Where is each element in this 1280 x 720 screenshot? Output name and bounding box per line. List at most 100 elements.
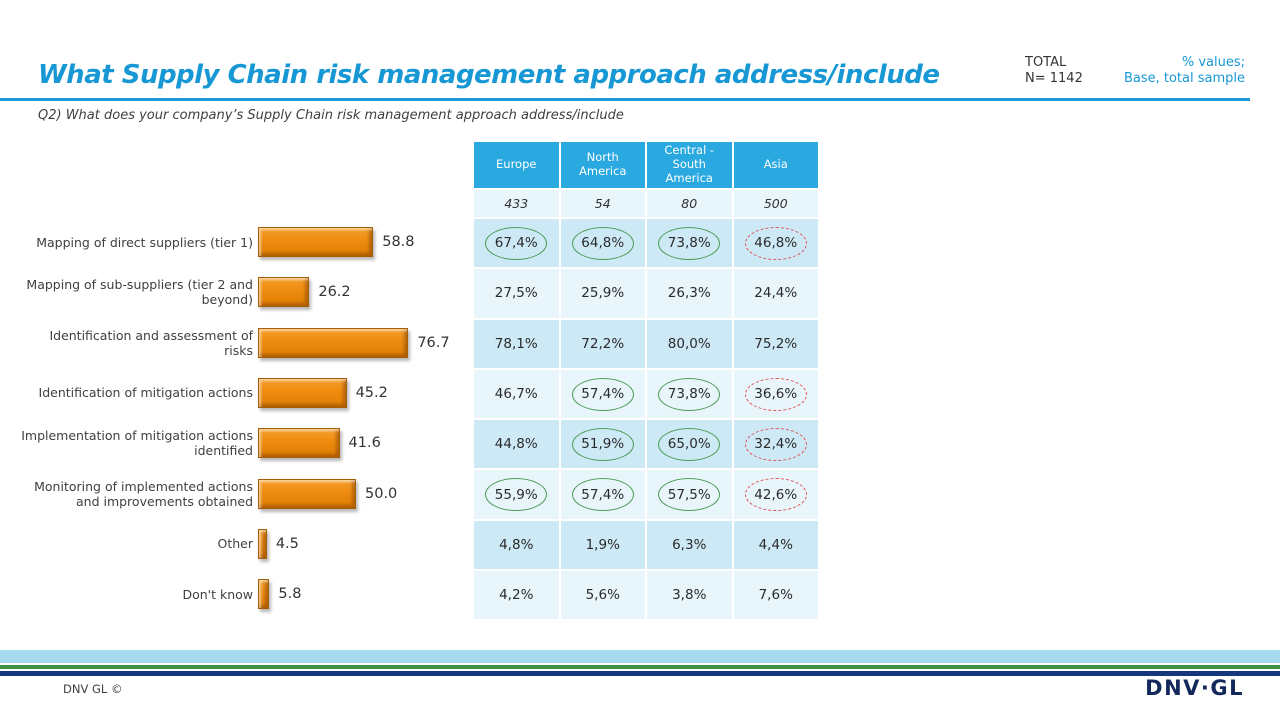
- table-cell: 75,2%: [733, 319, 818, 368]
- total-sample-block: TOTAL N= 1142: [1025, 55, 1115, 88]
- cell-value: 7,6%: [758, 587, 793, 604]
- table-column-header: Asia: [733, 142, 818, 188]
- bar-category-label: Don't know: [182, 586, 253, 602]
- highlight-circle-green: 57,5%: [658, 478, 721, 512]
- table-cell: 27,5%: [474, 269, 559, 318]
- cell-value: 4,8%: [499, 536, 534, 553]
- table-cell: 26,3%: [647, 269, 732, 318]
- footer-stripe-green: [0, 665, 1280, 669]
- bar: [258, 478, 356, 509]
- bar-category-label: Identification and assessment of risks: [49, 327, 253, 358]
- table-column-header: North America: [560, 142, 645, 188]
- table-cell: 57,4%: [560, 470, 645, 519]
- bar: [258, 428, 340, 459]
- bar-value-label: 76.7: [417, 334, 450, 351]
- table-base-value: 433: [474, 190, 559, 217]
- note-line-1: % values;: [1181, 55, 1245, 70]
- title-underline: [0, 98, 1250, 101]
- highlight-circle-green: 57,4%: [571, 377, 634, 411]
- table-cell: 36,6%: [733, 369, 818, 419]
- footer-stripe-lightblue: [0, 650, 1280, 663]
- table-cell: 4,2%: [474, 571, 559, 620]
- cell-value: 3,8%: [672, 587, 707, 604]
- values-note-block: % values; Base, total sample: [1095, 55, 1245, 88]
- cell-value: 72,2%: [581, 335, 625, 352]
- chart-row: Identification and assessment of risks 76…: [20, 318, 450, 368]
- bar-category-label: Implementation of mitigation actions ide…: [21, 428, 253, 459]
- cell-value: 27,5%: [494, 285, 538, 302]
- table-base-value: 54: [560, 190, 645, 217]
- table-cell: 25,9%: [560, 269, 645, 318]
- table-column-header: Europe: [474, 142, 559, 188]
- cell-value: 6,3%: [672, 536, 707, 553]
- bar: [258, 327, 409, 358]
- table-cell: 5,6%: [560, 571, 645, 620]
- highlight-circle-red: 46,8%: [744, 226, 807, 260]
- table-cell: 6,3%: [647, 520, 732, 570]
- table-cell: 57,5%: [647, 470, 732, 519]
- cell-value: 78,1%: [494, 335, 538, 352]
- bar-category-label: Mapping of sub-suppliers (tier 2 and bey…: [26, 277, 253, 308]
- cell-value: 5,6%: [585, 587, 620, 604]
- table-cell: 65,0%: [647, 420, 732, 469]
- table-cell: 42,6%: [733, 470, 818, 519]
- table-column-header: Central - South America: [647, 142, 732, 188]
- table-cell: 46,7%: [474, 369, 559, 419]
- bar: [258, 277, 310, 308]
- bar-value-label: 26.2: [318, 284, 351, 301]
- chart-row: Identification of mitigation actions 45.2: [20, 368, 388, 418]
- cell-value: 26,3%: [667, 285, 711, 302]
- table-cell: 24,4%: [733, 269, 818, 318]
- table-cell: 51,9%: [560, 420, 645, 469]
- table-cell: 72,2%: [560, 319, 645, 368]
- dnv-gl-logo: DNV·GL: [1145, 676, 1244, 700]
- question-subtitle: Q2) What does your company’s Supply Chai…: [38, 108, 624, 123]
- bar-value-label: 58.8: [382, 234, 415, 250]
- bar-value-label: 41.6: [348, 435, 381, 452]
- highlight-circle-red: 32,4%: [744, 427, 807, 461]
- cell-value: 1,9%: [585, 536, 620, 553]
- bar: [258, 377, 347, 408]
- table-cell: 57,4%: [560, 369, 645, 419]
- bar-category-label: Other: [217, 536, 254, 552]
- chart-row: Mapping of sub-suppliers (tier 2 and bey…: [20, 267, 351, 317]
- cell-value: 4,4%: [758, 536, 793, 553]
- cell-value: 46,7%: [494, 386, 538, 403]
- table-cell: 44,8%: [474, 420, 559, 469]
- highlight-circle-green: 55,9%: [485, 478, 548, 512]
- footer-stripe-navy: [0, 671, 1280, 676]
- table-cell: 64,8%: [560, 219, 645, 268]
- page-title: What Supply Chain risk management approa…: [38, 60, 940, 90]
- bar-category-label: Monitoring of implemented actions and im…: [34, 478, 253, 509]
- highlight-circle-green: 64,8%: [571, 226, 634, 260]
- bar: [258, 528, 267, 559]
- cell-value: 24,4%: [754, 285, 798, 302]
- bar: [258, 227, 374, 257]
- chart-row: Monitoring of implemented actions and im…: [20, 469, 397, 519]
- bar-value-label: 50.0: [365, 485, 398, 502]
- table-cell: 80,0%: [647, 319, 732, 368]
- cell-value: 80,0%: [667, 335, 711, 352]
- highlight-circle-red: 36,6%: [744, 377, 807, 411]
- cell-value: 25,9%: [581, 285, 625, 302]
- table-cell: 4,4%: [733, 520, 818, 570]
- table-cell: 67,4%: [474, 219, 559, 268]
- table-cell: 3,8%: [647, 571, 732, 620]
- chart-row: Other 4.5: [20, 519, 299, 569]
- highlight-circle-green: 57,4%: [571, 478, 634, 512]
- cell-value: 75,2%: [754, 335, 798, 352]
- table-cell: 73,8%: [647, 219, 732, 268]
- table-cell: 78,1%: [474, 319, 559, 368]
- table-cell: 73,8%: [647, 369, 732, 419]
- highlight-circle-green: 51,9%: [571, 427, 634, 461]
- bar-value-label: 5.8: [278, 586, 302, 603]
- table-base-value: 500: [733, 190, 818, 217]
- table-cell: 1,9%: [560, 520, 645, 570]
- table-cell: 7,6%: [733, 571, 818, 620]
- chart-row: Mapping of direct suppliers (tier 1) 58.8: [20, 217, 415, 267]
- total-n: N= 1142: [1025, 71, 1083, 87]
- highlight-circle-red: 42,6%: [744, 478, 807, 512]
- table-cell: 4,8%: [474, 520, 559, 570]
- copyright-text: DNV GL ©: [63, 682, 123, 696]
